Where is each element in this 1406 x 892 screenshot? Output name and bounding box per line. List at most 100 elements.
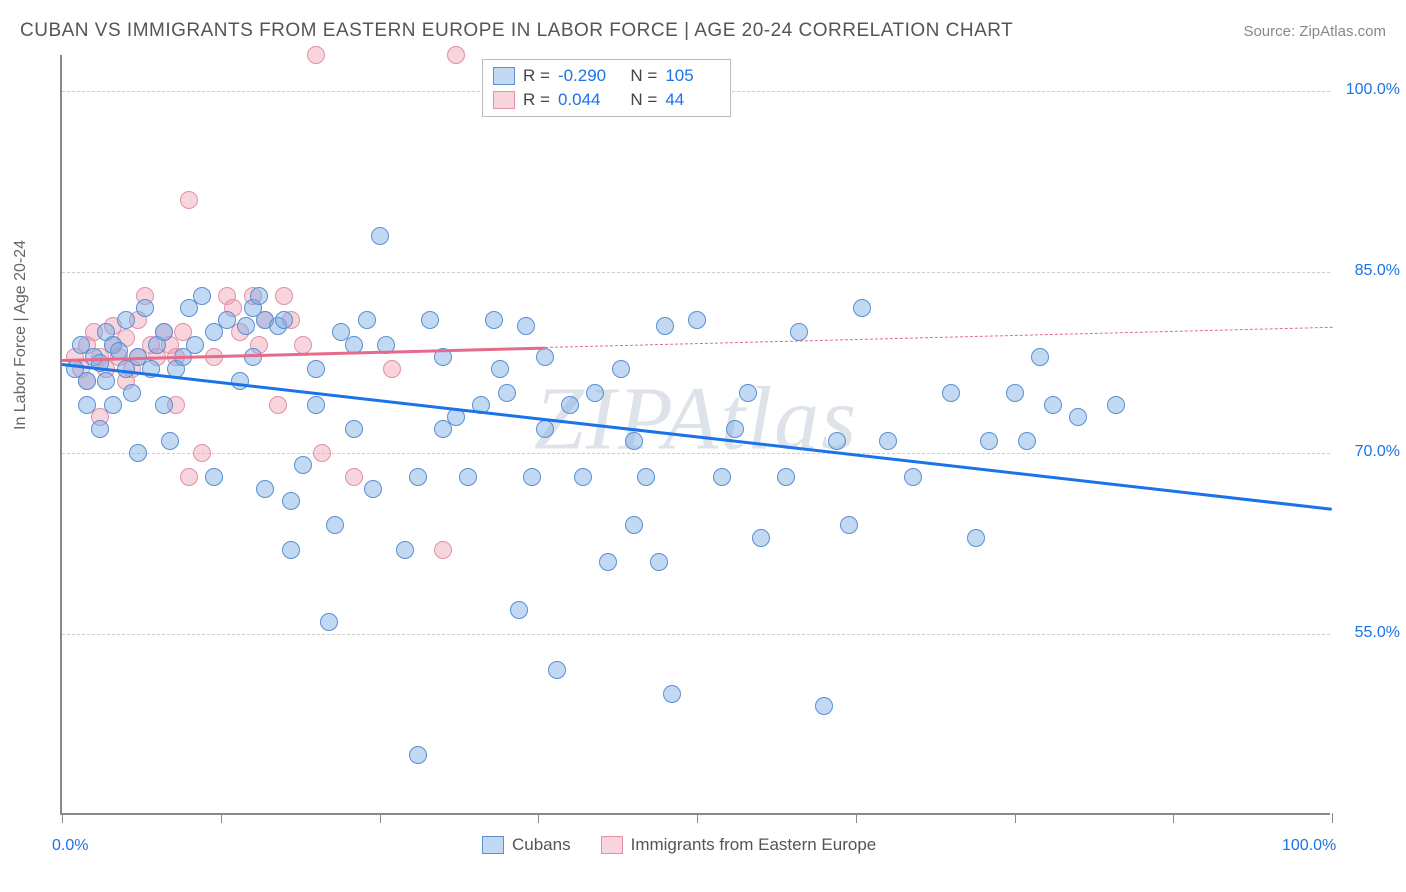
- scatter-point: [193, 444, 211, 462]
- y-tick-label: 85.0%: [1340, 262, 1400, 280]
- scatter-point: [307, 46, 325, 64]
- y-axis-label: In Labor Force | Age 20-24: [12, 240, 30, 430]
- legend-label: Immigrants from Eastern Europe: [631, 835, 877, 855]
- scatter-point: [421, 311, 439, 329]
- stat-r-value: 0.044: [558, 90, 613, 110]
- x-tick-label: 0.0%: [52, 837, 88, 855]
- trend-line: [62, 363, 1332, 510]
- legend-swatch: [493, 67, 515, 85]
- scatter-point: [485, 311, 503, 329]
- scatter-point: [409, 468, 427, 486]
- scatter-point: [790, 323, 808, 341]
- scatter-point: [625, 432, 643, 450]
- scatter-point: [967, 529, 985, 547]
- scatter-point: [853, 299, 871, 317]
- scatter-point: [136, 299, 154, 317]
- scatter-point: [78, 396, 96, 414]
- scatter-point: [294, 336, 312, 354]
- gridline: [62, 272, 1330, 273]
- scatter-point: [345, 468, 363, 486]
- scatter-point: [434, 541, 452, 559]
- y-tick-label: 55.0%: [1340, 624, 1400, 642]
- scatter-point: [656, 317, 674, 335]
- stat-n-label: N =: [621, 90, 657, 110]
- scatter-point: [307, 360, 325, 378]
- scatter-point: [491, 360, 509, 378]
- x-tick: [538, 813, 539, 823]
- scatter-point: [561, 396, 579, 414]
- scatter-point: [523, 468, 541, 486]
- x-tick-label: 100.0%: [1282, 837, 1336, 855]
- scatter-point: [517, 317, 535, 335]
- scatter-point: [155, 396, 173, 414]
- gridline: [62, 634, 1330, 635]
- legend-item: Immigrants from Eastern Europe: [601, 835, 877, 855]
- scatter-point: [459, 468, 477, 486]
- scatter-point: [275, 311, 293, 329]
- scatter-point: [1006, 384, 1024, 402]
- scatter-point: [326, 516, 344, 534]
- scatter-point: [97, 372, 115, 390]
- scatter-point: [726, 420, 744, 438]
- scatter-point: [586, 384, 604, 402]
- x-tick: [221, 813, 222, 823]
- legend-label: Cubans: [512, 835, 571, 855]
- legend-swatch: [493, 91, 515, 109]
- stat-n-label: N =: [621, 66, 657, 86]
- scatter-point: [294, 456, 312, 474]
- y-tick-label: 70.0%: [1340, 443, 1400, 461]
- scatter-point: [663, 685, 681, 703]
- stats-row: R = 0.044 N = 44: [493, 88, 720, 112]
- scatter-point: [117, 311, 135, 329]
- stat-r-label: R =: [523, 66, 550, 86]
- scatter-point: [104, 396, 122, 414]
- stat-n-value: 44: [665, 90, 720, 110]
- scatter-point: [1018, 432, 1036, 450]
- chart-title: CUBAN VS IMMIGRANTS FROM EASTERN EUROPE …: [20, 20, 1013, 42]
- scatter-point: [1044, 396, 1062, 414]
- scatter-point: [828, 432, 846, 450]
- scatter-point: [161, 432, 179, 450]
- scatter-point: [237, 317, 255, 335]
- scatter-point: [688, 311, 706, 329]
- scatter-point: [752, 529, 770, 547]
- scatter-point: [275, 287, 293, 305]
- scatter-point: [78, 372, 96, 390]
- scatter-point: [650, 553, 668, 571]
- x-tick: [1173, 813, 1174, 823]
- x-tick: [1332, 813, 1333, 823]
- scatter-point: [358, 311, 376, 329]
- legend-swatch: [482, 836, 504, 854]
- scatter-point: [815, 697, 833, 715]
- scatter-point: [250, 287, 268, 305]
- chart-plot-area: ZIPAtlas 100.0%85.0%70.0%55.0%0.0%100.0%…: [60, 55, 1330, 815]
- scatter-point: [320, 613, 338, 631]
- scatter-point: [739, 384, 757, 402]
- scatter-point: [180, 191, 198, 209]
- scatter-point: [879, 432, 897, 450]
- scatter-point: [637, 468, 655, 486]
- bottom-legend: Cubans Immigrants from Eastern Europe: [482, 835, 876, 855]
- scatter-point: [256, 480, 274, 498]
- scatter-point: [942, 384, 960, 402]
- scatter-point: [536, 348, 554, 366]
- chart-source: Source: ZipAtlas.com: [1243, 23, 1386, 40]
- scatter-point: [510, 601, 528, 619]
- scatter-point: [599, 553, 617, 571]
- scatter-point: [371, 227, 389, 245]
- chart-header: CUBAN VS IMMIGRANTS FROM EASTERN EUROPE …: [20, 20, 1386, 42]
- scatter-point: [155, 323, 173, 341]
- scatter-point: [218, 311, 236, 329]
- scatter-point: [231, 372, 249, 390]
- scatter-point: [612, 360, 630, 378]
- stat-n-value: 105: [665, 66, 720, 86]
- scatter-point: [186, 336, 204, 354]
- scatter-point: [1069, 408, 1087, 426]
- x-tick: [380, 813, 381, 823]
- scatter-point: [313, 444, 331, 462]
- scatter-point: [536, 420, 554, 438]
- scatter-point: [129, 444, 147, 462]
- scatter-point: [282, 541, 300, 559]
- scatter-point: [713, 468, 731, 486]
- scatter-point: [123, 384, 141, 402]
